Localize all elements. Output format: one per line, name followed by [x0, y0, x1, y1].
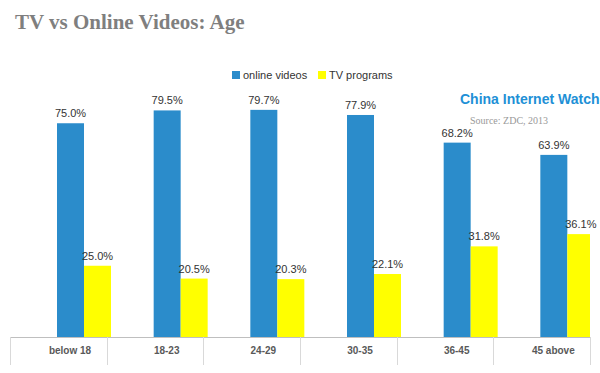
- watermark: China Internet Watch: [460, 91, 600, 107]
- x-tick-label: 30-35: [347, 345, 373, 356]
- bar: [444, 143, 471, 337]
- data-label: 25.0%: [82, 250, 113, 262]
- bar: [154, 110, 181, 337]
- bar: [567, 234, 590, 337]
- x-tick-label: 24-29: [251, 345, 277, 356]
- x-tick-label: 36-45: [444, 345, 470, 356]
- legend-swatch: [232, 71, 240, 79]
- bar: [374, 274, 401, 337]
- data-label: 79.5%: [152, 94, 183, 106]
- data-label: 68.2%: [442, 127, 473, 139]
- category-separator: [493, 337, 494, 365]
- bar: [277, 279, 304, 337]
- data-label: 20.3%: [275, 263, 306, 275]
- bar: [181, 279, 208, 337]
- bar: [540, 155, 567, 337]
- data-labels: 75.0% 79.5% 79.7% 77.9% 68.2% 63.9% 25.0% 20.5%…: [55, 94, 597, 275]
- x-axis: below 18 18-23 24-29 30-35 36-45 45 above: [10, 337, 591, 365]
- bar: [250, 110, 277, 337]
- bars: [57, 110, 590, 337]
- data-label: 77.9%: [345, 99, 376, 111]
- source-note: Source: ZDC, 2013: [470, 115, 548, 126]
- data-label: 63.9%: [538, 139, 569, 151]
- x-tick-label: 18-23: [154, 345, 180, 356]
- category-separator: [10, 337, 11, 365]
- chart: TV vs Online Videos: Age online videos TV …: [0, 0, 600, 373]
- bar: [347, 115, 374, 337]
- data-label: 75.0%: [55, 107, 86, 119]
- data-label: 79.7%: [248, 94, 279, 106]
- data-label: 31.8%: [469, 230, 500, 242]
- bar: [84, 266, 111, 337]
- x-tick-label: below 18: [49, 345, 92, 356]
- legend-swatch: [318, 71, 326, 79]
- title: TV vs Online Videos: Age: [15, 10, 244, 34]
- legend-label: TV programs: [329, 69, 393, 81]
- legend: online videos TV programs: [232, 69, 393, 81]
- data-label: 22.1%: [372, 258, 403, 270]
- bar: [471, 246, 498, 337]
- category-separator: [203, 337, 204, 365]
- x-tick-label: 45 above: [532, 345, 575, 356]
- category-separator: [590, 337, 591, 365]
- data-label: 20.5%: [179, 263, 210, 275]
- category-separator: [300, 337, 301, 365]
- data-label: 36.1%: [565, 218, 596, 230]
- category-separator: [107, 337, 108, 365]
- bar: [57, 123, 84, 337]
- legend-label: online videos: [243, 69, 308, 81]
- category-separator: [397, 337, 398, 365]
